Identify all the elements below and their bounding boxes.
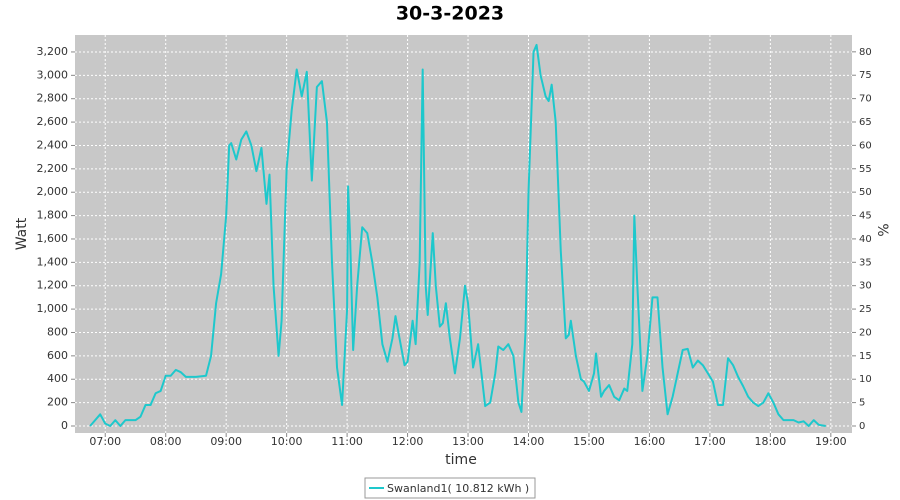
y-tick-label: 2,600 — [37, 115, 69, 128]
y2-tick-label: 0 — [859, 421, 865, 432]
y-tick-label: 0 — [61, 419, 68, 432]
y-tick-label: 1,200 — [37, 279, 69, 292]
y2-axis-label: % — [874, 223, 890, 236]
y-tick-label: 600 — [47, 349, 68, 362]
y2-tick-label: 10 — [859, 374, 872, 385]
y2-tick-label: 80 — [859, 47, 872, 58]
y-tick-label: 200 — [47, 396, 68, 409]
x-tick-label: 12:00 — [392, 435, 424, 448]
x-tick-label: 18:00 — [755, 435, 787, 448]
x-tick-label: 19:00 — [815, 435, 847, 448]
y2-tick-label: 25 — [859, 304, 872, 315]
chart-title: 30-3-2023 — [396, 3, 504, 25]
y2-tick-label: 75 — [859, 70, 872, 81]
y-tick-label: 3,000 — [37, 68, 69, 81]
y-tick-label: 2,200 — [37, 162, 69, 175]
x-axis-label: time — [445, 452, 477, 468]
x-tick-label: 08:00 — [150, 435, 182, 448]
y2-tick-label: 70 — [859, 94, 872, 105]
y2-tick-label: 40 — [859, 234, 872, 245]
y2-tick-label: 55 — [859, 164, 872, 175]
y-tick-label: 1,400 — [37, 255, 69, 268]
legend — [364, 477, 536, 499]
x-tick-label: 14:00 — [513, 435, 545, 448]
y2-tick-label: 15 — [859, 351, 872, 362]
y2-tick-label: 35 — [859, 257, 872, 268]
y2-tick-label: 30 — [859, 281, 872, 292]
x-tick-label: 11:00 — [331, 435, 363, 448]
y2-tick-label: 60 — [859, 140, 872, 151]
x-tick-label: 15:00 — [573, 435, 605, 448]
y-tick-label: 1,600 — [37, 232, 69, 245]
x-tick-label: 16:00 — [634, 435, 666, 448]
x-tick-label: 09:00 — [210, 435, 242, 448]
y-tick-label: 1,000 — [37, 302, 69, 315]
x-tick-label: 10:00 — [271, 435, 303, 448]
y-tick-label: 400 — [47, 372, 68, 385]
x-tick-label: 17:00 — [694, 435, 726, 448]
y-tick-label: 800 — [47, 325, 68, 338]
x-tick-label: 07:00 — [89, 435, 121, 448]
y-tick-label: 2,400 — [37, 138, 69, 151]
plot-area — [75, 35, 852, 433]
y-tick-label: 3,200 — [37, 45, 69, 58]
y-tick-label: 1,800 — [37, 209, 69, 222]
y2-tick-label: 5 — [859, 398, 865, 409]
y2-tick-label: 45 — [859, 211, 872, 222]
y2-tick-label: 50 — [859, 187, 872, 198]
y-tick-label: 2,800 — [37, 92, 69, 105]
x-tick-label: 13:00 — [452, 435, 484, 448]
y-tick-label: 2,000 — [37, 185, 69, 198]
legend-label: Swanland1( 10.812 kWh ) — [387, 482, 529, 495]
line — [89, 43, 826, 427]
y2-tick-label: 20 — [859, 327, 872, 338]
y2-tick-label: 65 — [859, 117, 872, 128]
y-axis-label: Watt — [14, 217, 30, 250]
